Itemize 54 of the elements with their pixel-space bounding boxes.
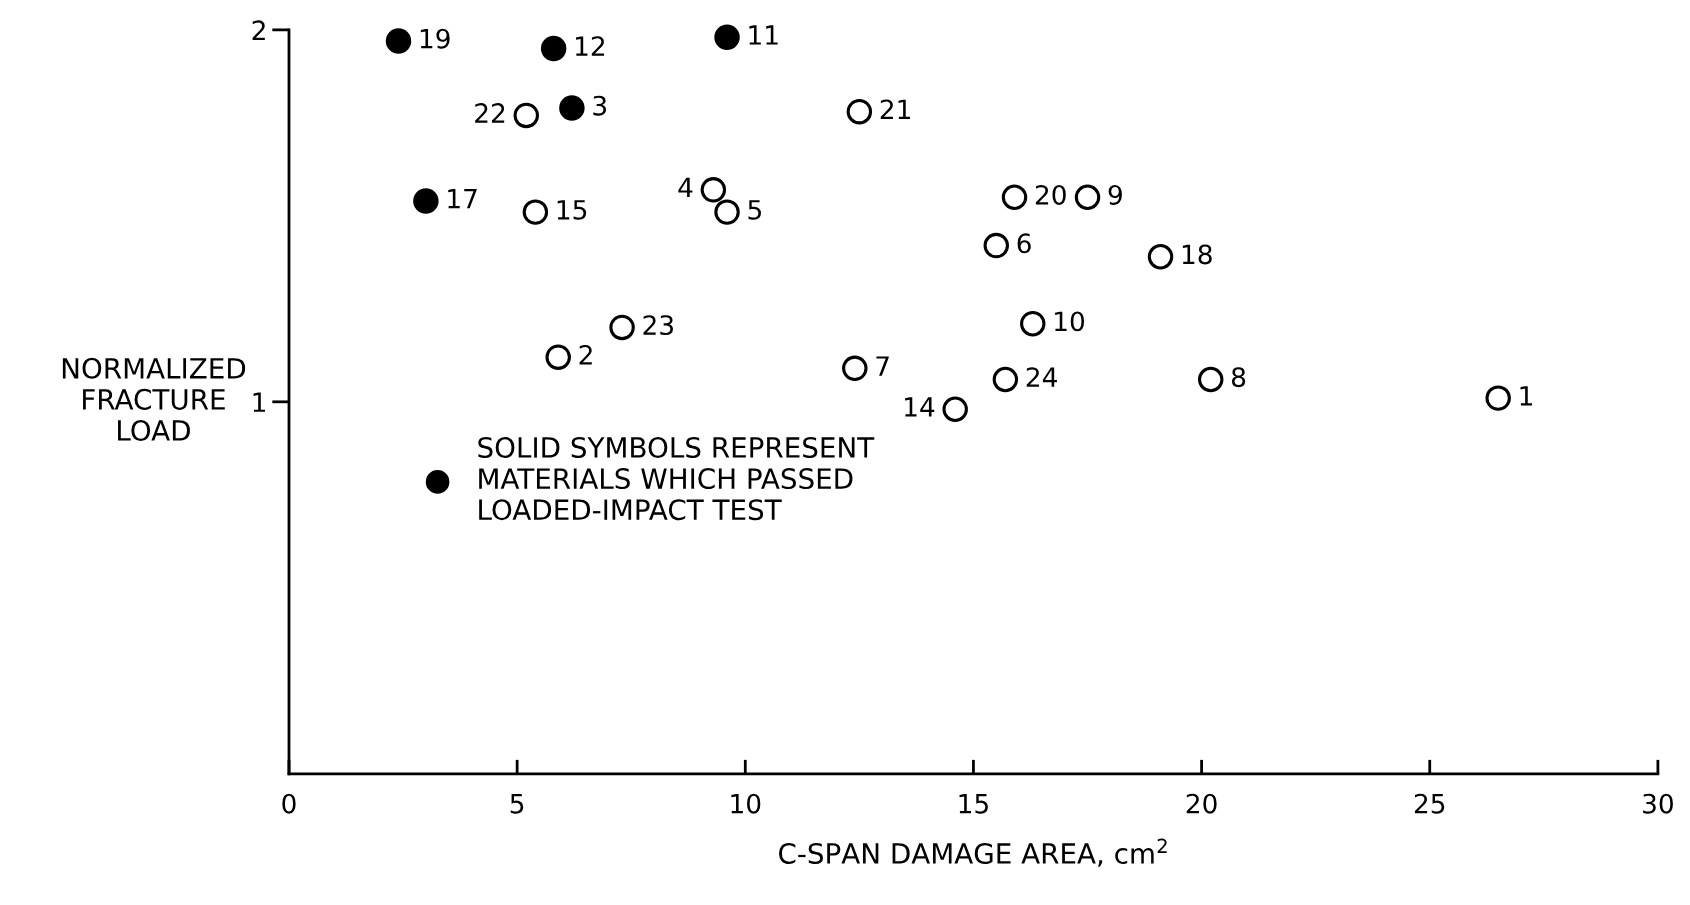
point [513, 102, 539, 129]
annotation: 17 [448, 189, 477, 209]
point [942, 396, 968, 422]
annotation: 10 [1055, 311, 1085, 332]
x-axis-title: C-SPAN DAMAGE AREA, cm$^{2}$ [779, 838, 1167, 867]
point [842, 355, 868, 382]
point [545, 344, 571, 370]
point [700, 177, 727, 203]
annotation: 1 [1520, 386, 1532, 406]
point [983, 232, 1009, 259]
point [1020, 310, 1046, 337]
x-tick-label: 0 [282, 793, 296, 814]
annotation: 5 [748, 200, 761, 220]
annotation: 23 [643, 315, 673, 336]
point [413, 188, 439, 214]
annotation: 11 [749, 25, 778, 45]
x-tick-label: 20 [1186, 793, 1217, 814]
annotation: 21 [880, 99, 910, 119]
annotation: 18 [1182, 244, 1212, 265]
annotation: 9 [1108, 184, 1122, 205]
point [609, 314, 635, 341]
x-tick-label: 30 [1643, 793, 1673, 814]
point [1485, 385, 1511, 411]
point [714, 24, 740, 51]
point [1147, 244, 1174, 270]
point [1074, 184, 1101, 210]
annotation: 2 [579, 344, 592, 365]
annotation: 4 [678, 177, 693, 198]
annotation: 15 [557, 200, 587, 220]
point [385, 28, 412, 54]
annotation: 24 [1026, 367, 1057, 387]
annotation: 19 [420, 28, 450, 49]
x-tick-label: 25 [1414, 793, 1445, 814]
point [992, 366, 1019, 393]
x-tick-label: 10 [731, 793, 761, 814]
x-tick-label: 15 [959, 794, 988, 814]
point [846, 98, 873, 125]
annotation: 8 [1231, 367, 1246, 388]
annotation: 7 [876, 356, 889, 376]
annotation: 22 [475, 103, 505, 123]
annotation: 12 [575, 36, 605, 56]
y-axis-title: NORMALIZED FRACTURE LOAD [62, 357, 246, 441]
point [1197, 366, 1224, 393]
x-tick-label: 5 [510, 794, 524, 814]
point [540, 35, 567, 62]
annotation: 6 [1017, 233, 1031, 254]
point [714, 199, 740, 225]
point [522, 199, 549, 225]
annotation: 20 [1035, 184, 1066, 205]
point [1001, 184, 1028, 210]
annotation: 3 [593, 95, 607, 116]
annotation: 14 [905, 397, 935, 417]
point [559, 95, 585, 121]
legend-label: SOLID SYMBOLS REPRESENT MATERIALS WHICH PASSED LOADED-IMPACT TEST [478, 437, 875, 521]
